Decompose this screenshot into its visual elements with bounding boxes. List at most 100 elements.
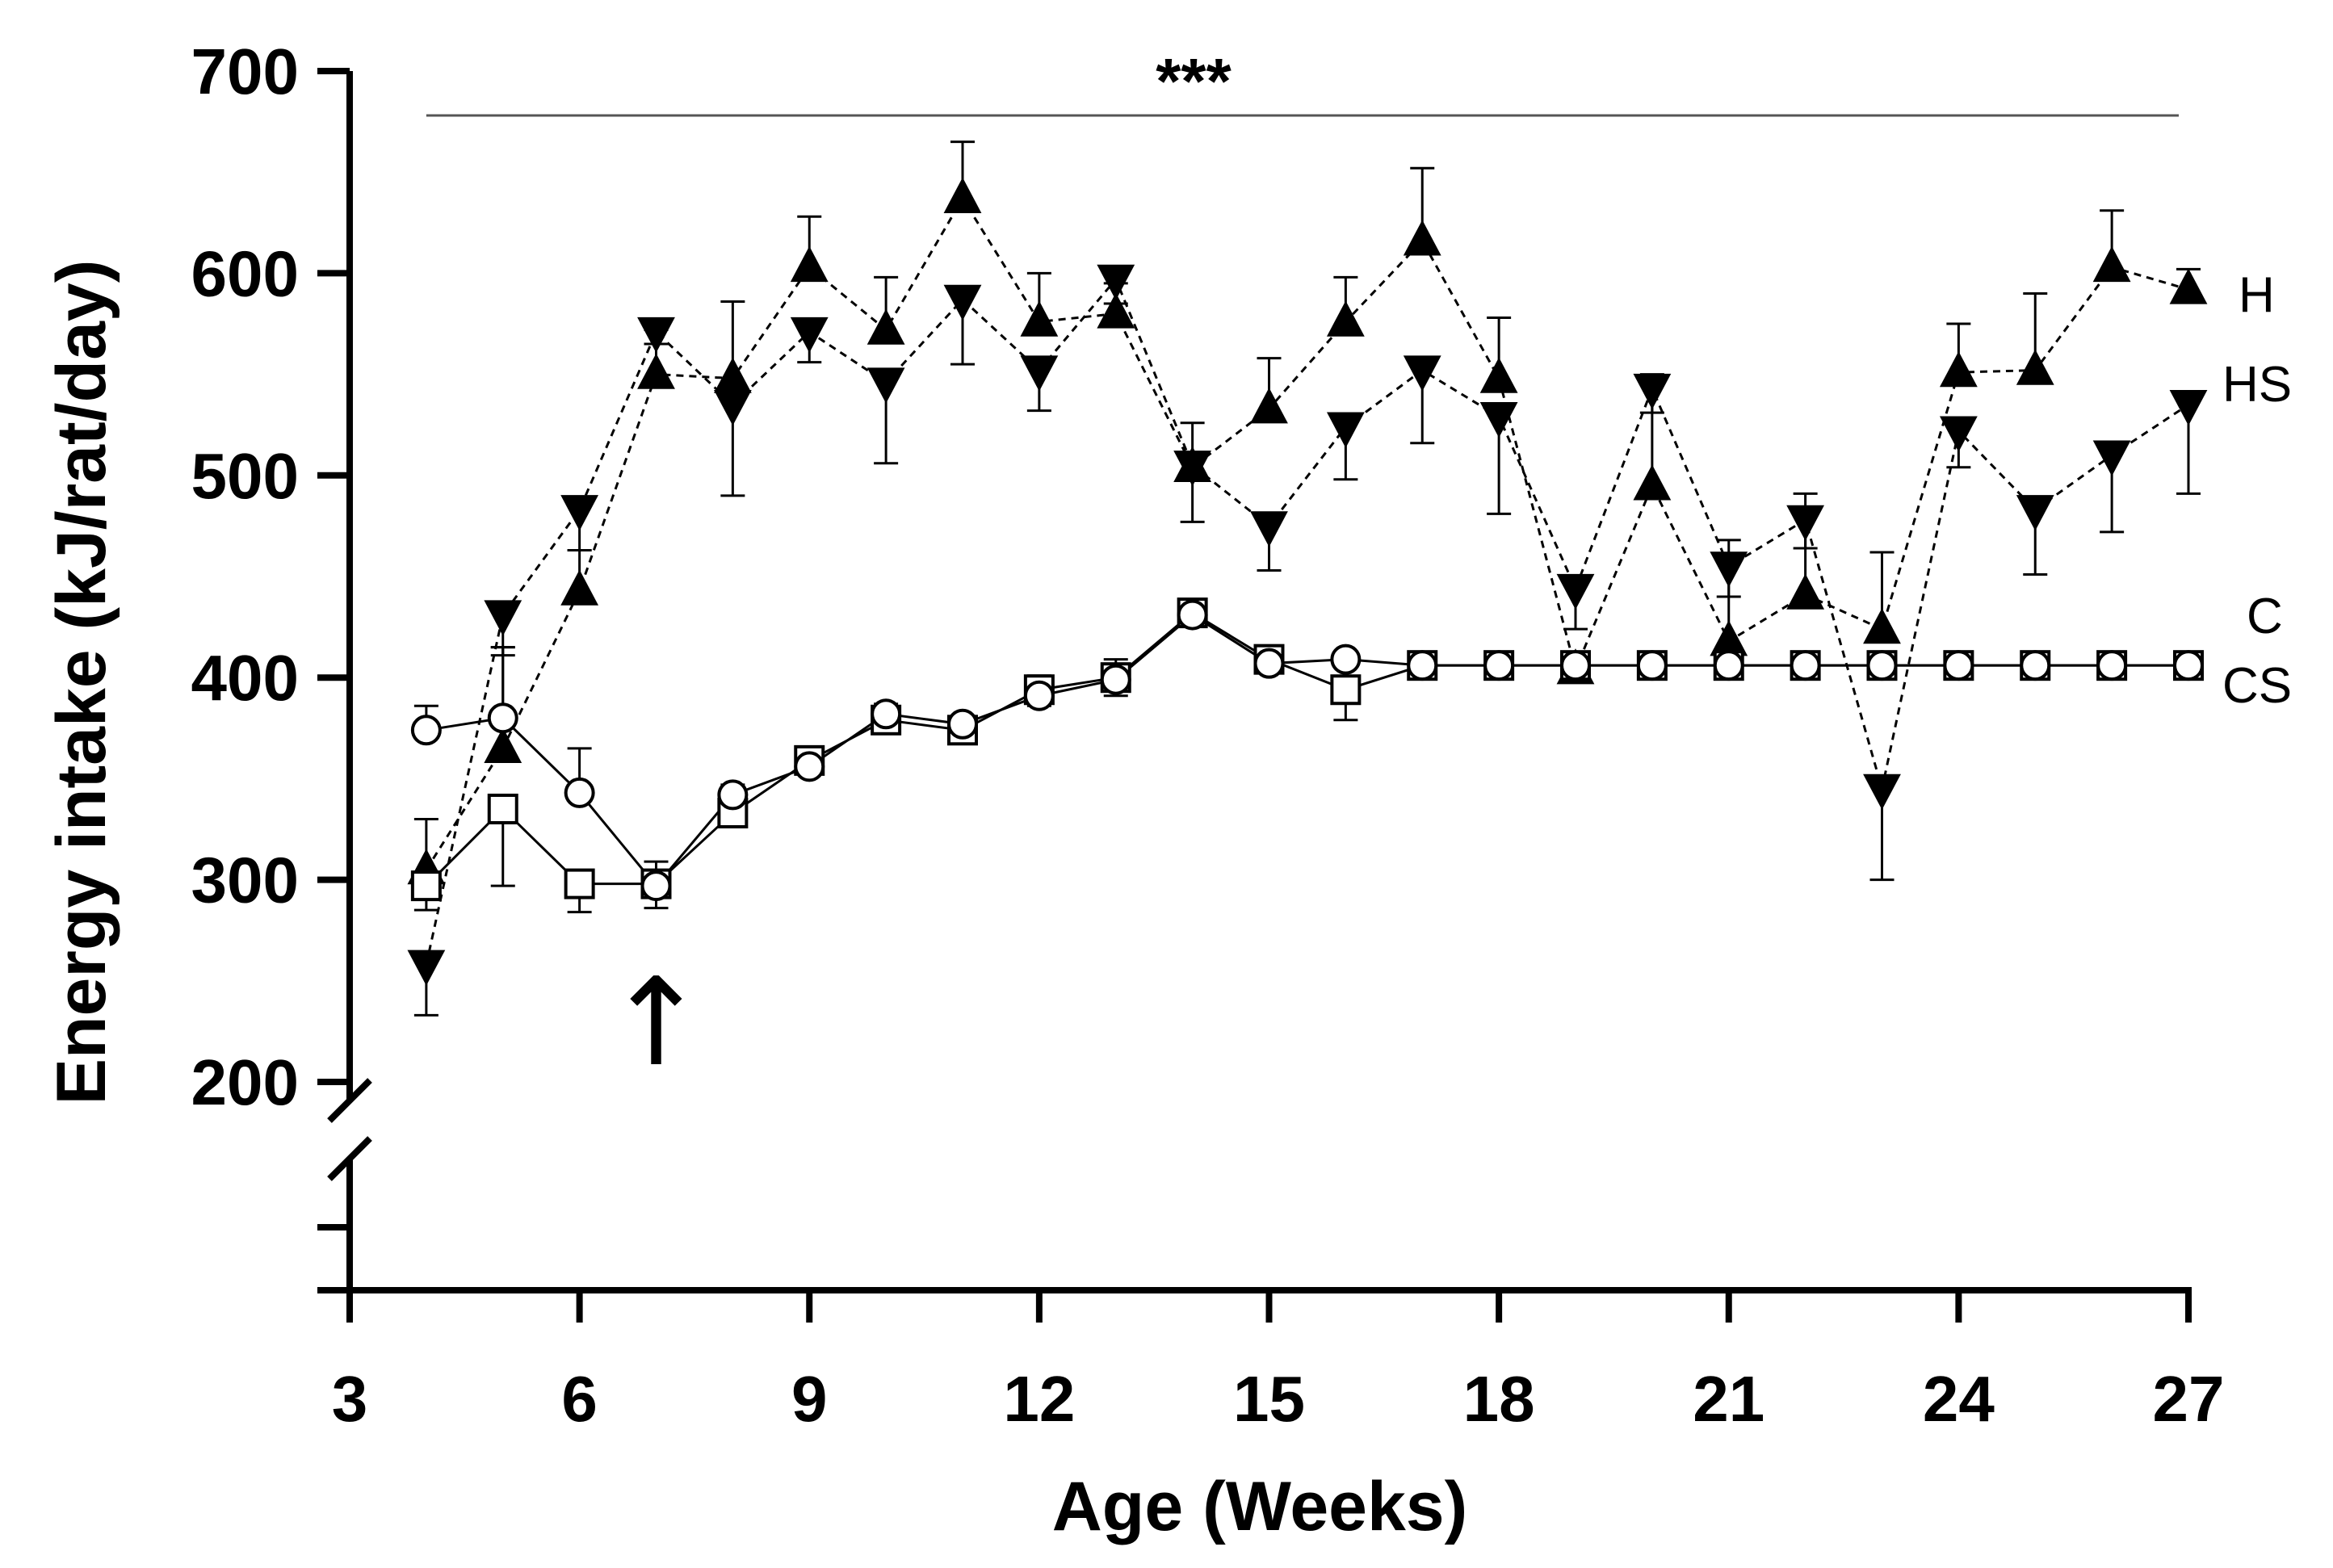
- x-tick-label-3: 3: [332, 1363, 368, 1435]
- point-h-22: [1786, 573, 1825, 610]
- axes: 200 300 400 500 600 700 3 6 9 12 15 18 21 24 27: [191, 36, 2225, 1435]
- point-h-27: [2169, 268, 2208, 304]
- point-hs-9: [790, 317, 829, 354]
- point-c-27: [2173, 650, 2204, 681]
- point-c-8: [717, 779, 749, 811]
- point-hs-21: [1710, 551, 1748, 588]
- point-h-8: [713, 357, 752, 393]
- series-markers: [407, 177, 2208, 986]
- x-tick-label-15: 15: [1233, 1363, 1305, 1435]
- significance-label: ***: [1156, 45, 1232, 117]
- y-tick-label-700: 700: [191, 36, 299, 107]
- point-hs-12: [1020, 355, 1059, 392]
- point-hs-15: [1250, 511, 1288, 547]
- x-tick-label-27: 27: [2153, 1363, 2225, 1435]
- point-h-9: [790, 245, 829, 283]
- point-c-24: [1943, 650, 1974, 681]
- point-hs-7: [637, 317, 675, 354]
- point-c-6: [564, 777, 595, 808]
- point-hs-22: [1786, 505, 1825, 541]
- point-cs-5: [487, 793, 518, 824]
- point-c-14: [1177, 599, 1208, 631]
- point-cs-6: [564, 868, 595, 899]
- point-c-5: [487, 702, 518, 734]
- point-h-23: [1863, 608, 1901, 644]
- point-c-18: [1483, 650, 1515, 681]
- point-hs-8: [713, 389, 752, 426]
- point-hs-10: [866, 367, 905, 404]
- y-tick-label-200: 200: [191, 1046, 299, 1118]
- series-end-label-c: C: [2247, 589, 2283, 644]
- point-hs-13: [1097, 264, 1135, 300]
- point-hs-14: [1173, 451, 1212, 487]
- point-c-25: [2020, 650, 2051, 681]
- chart-labels: *** ↑ Age (Weeks) Energy intake (kJ/rat/…: [43, 45, 2292, 1545]
- y-axis-break-mark-top: [327, 1078, 372, 1123]
- point-hs-4: [407, 950, 446, 986]
- point-hs-27: [2169, 389, 2208, 426]
- point-h-20: [1633, 464, 1672, 501]
- point-h-6: [560, 569, 599, 606]
- series-lines: [425, 195, 2189, 966]
- x-axis-title: Age (Weeks): [1052, 1468, 1468, 1545]
- y-tick-label-400: 400: [191, 642, 299, 714]
- error-bars: [413, 140, 2201, 1017]
- point-hs-16: [1326, 412, 1365, 448]
- point-h-12: [1020, 300, 1059, 337]
- series-line-h: [425, 195, 2189, 870]
- point-c-16: [1330, 644, 1362, 675]
- point-h-25: [2016, 349, 2054, 385]
- diet-switch-arrow: ↑: [606, 953, 707, 1093]
- point-hs-18: [1479, 401, 1518, 438]
- y-tick-label-300: 300: [191, 845, 299, 916]
- x-tick-label-12: 12: [1003, 1363, 1075, 1435]
- x-tick-label-24: 24: [1923, 1363, 1995, 1435]
- series-end-label-h: H: [2239, 267, 2275, 323]
- point-h-11: [943, 177, 982, 213]
- point-c-19: [1560, 650, 1591, 681]
- x-tick-label-18: 18: [1463, 1363, 1535, 1435]
- point-c-23: [1866, 650, 1898, 681]
- point-c-21: [1713, 650, 1744, 681]
- series-end-label-cs: CS: [2222, 658, 2292, 714]
- point-h-17: [1403, 220, 1441, 256]
- point-cs-4: [410, 870, 442, 902]
- point-h-5: [484, 727, 522, 764]
- point-c-22: [1790, 650, 1821, 681]
- point-h-18: [1479, 357, 1518, 393]
- point-c-10: [871, 698, 902, 730]
- point-c-26: [2096, 650, 2128, 681]
- y-axis-break-mark-bottom: [327, 1136, 372, 1181]
- point-cs-16: [1330, 674, 1362, 706]
- point-h-24: [1939, 351, 1978, 388]
- point-h-16: [1326, 300, 1365, 337]
- point-hs-26: [2092, 440, 2131, 476]
- point-c-12: [1023, 680, 1055, 711]
- point-hs-23: [1863, 774, 1901, 810]
- series-line-hs: [425, 277, 2189, 966]
- y-tick-label-500: 500: [191, 440, 299, 512]
- point-h-7: [637, 353, 675, 389]
- x-tick-label-9: 9: [791, 1363, 828, 1435]
- point-hs-24: [1939, 416, 1978, 452]
- point-c-20: [1636, 650, 1668, 681]
- x-tick-label-6: 6: [561, 1363, 598, 1435]
- point-c-15: [1253, 648, 1285, 679]
- point-c-13: [1100, 664, 1131, 695]
- point-h-15: [1250, 388, 1288, 424]
- y-tick-label-600: 600: [191, 237, 299, 309]
- point-hs-20: [1633, 373, 1672, 410]
- point-h-21: [1710, 620, 1748, 656]
- point-c-7: [640, 870, 672, 902]
- point-hs-6: [560, 495, 599, 531]
- point-h-10: [866, 308, 905, 345]
- point-c-11: [947, 708, 978, 740]
- series-line-c: [426, 613, 2188, 888]
- point-c-9: [794, 751, 825, 782]
- point-hs-19: [1556, 573, 1595, 610]
- point-c-17: [1407, 650, 1438, 681]
- point-c-4: [410, 715, 442, 746]
- series-end-label-hs: HS: [2222, 357, 2292, 413]
- point-hs-5: [484, 600, 522, 636]
